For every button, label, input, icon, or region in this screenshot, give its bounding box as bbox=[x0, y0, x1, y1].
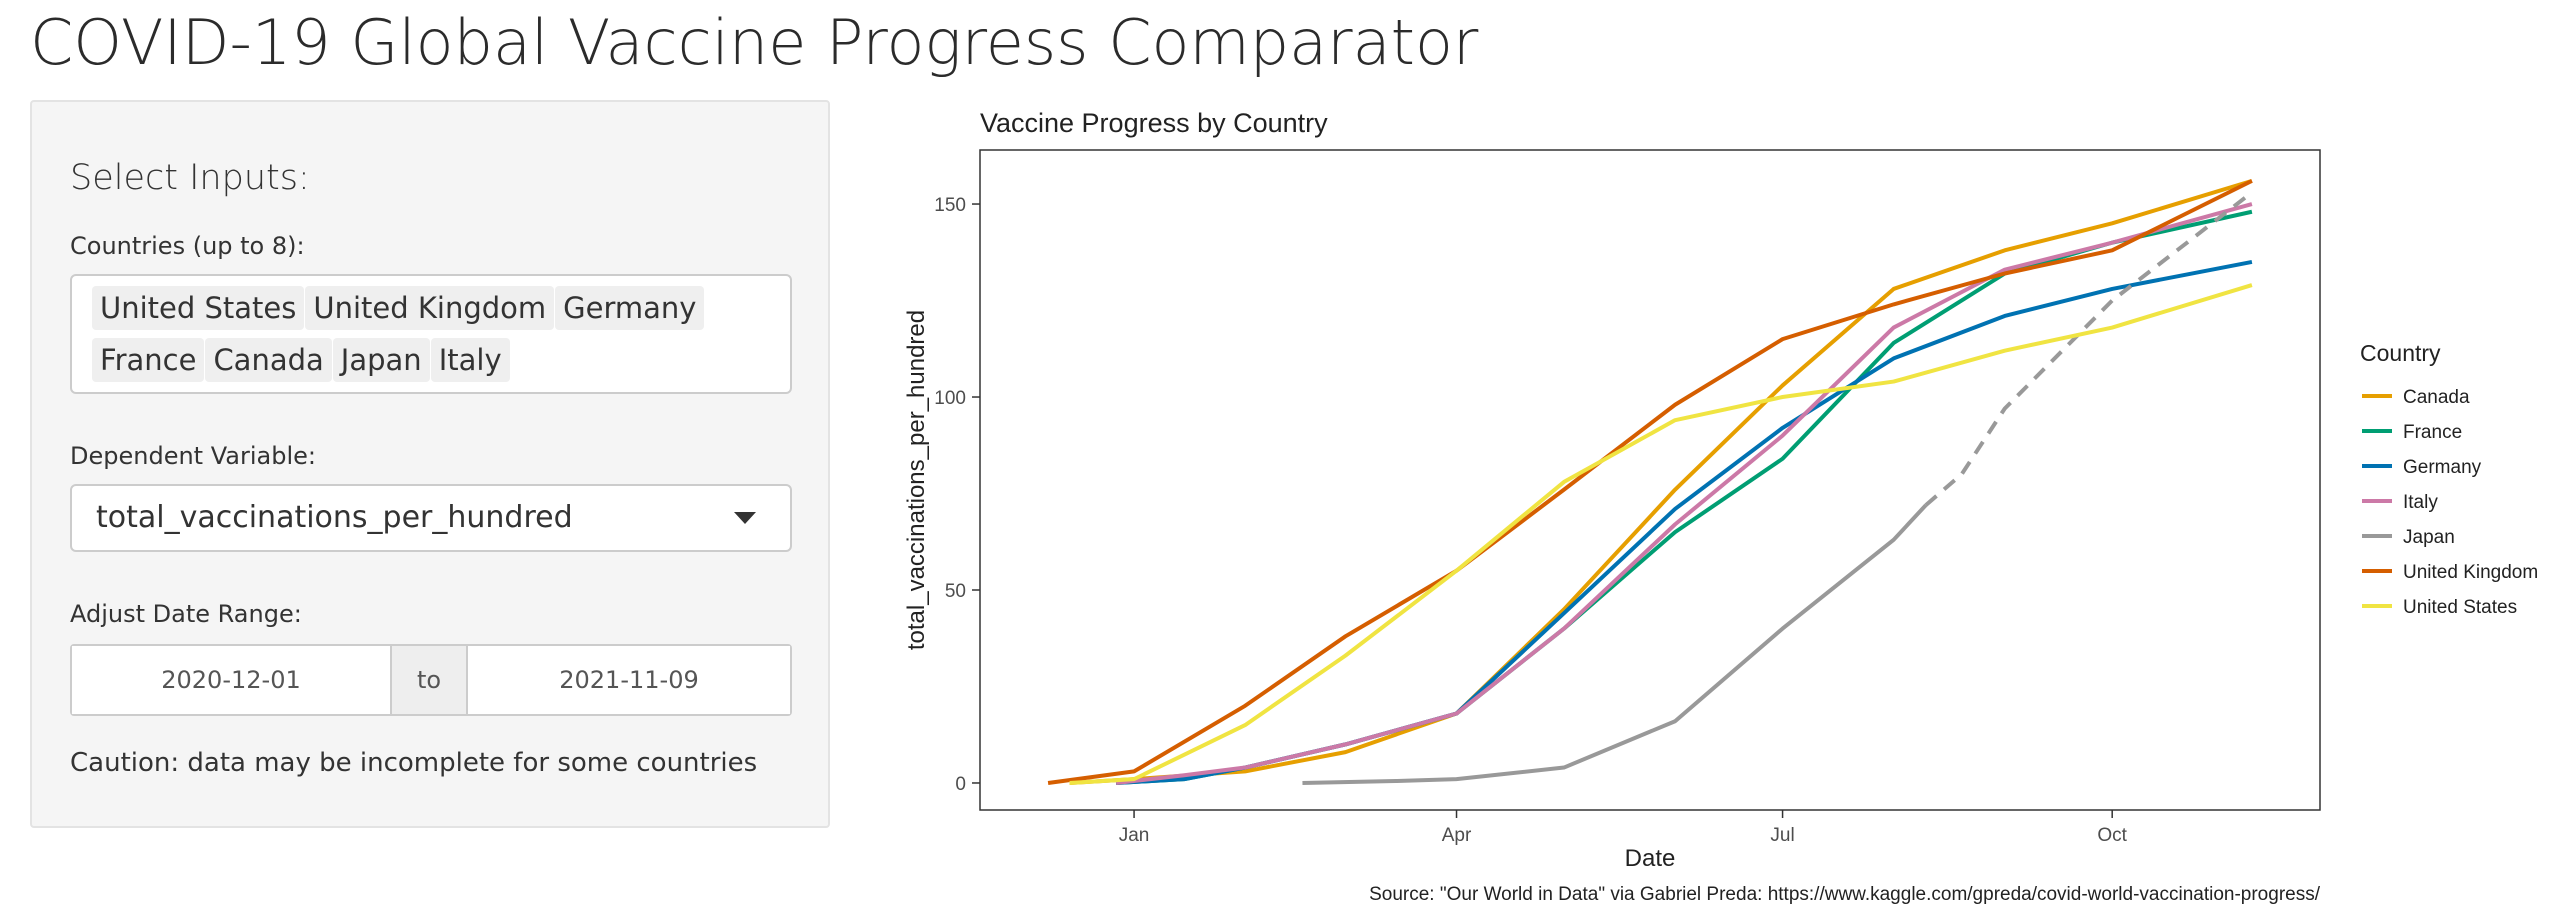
series-line-japan-dashed bbox=[1924, 190, 2254, 507]
legend-title: Country bbox=[2360, 340, 2441, 366]
dependent-variable-label: Dependent Variable: bbox=[70, 442, 316, 470]
countries-chips: United States United Kingdom Germany France… bbox=[92, 286, 772, 390]
date-end-input[interactable]: 2021-11-09 bbox=[468, 646, 790, 714]
dependent-variable-select[interactable]: total_vaccinations_per_hundred bbox=[70, 484, 792, 552]
x-tick-label: Jul bbox=[1770, 825, 1794, 846]
y-axis: 0 50 100 150 bbox=[934, 195, 980, 795]
legend-entry: France bbox=[2403, 422, 2462, 443]
legend-entry: United States bbox=[2403, 597, 2517, 618]
legend-entry: Canada bbox=[2403, 387, 2470, 408]
inputs-panel: Select Inputs: Countries (up to 8): Unit… bbox=[30, 100, 830, 828]
plot-panel bbox=[979, 149, 2321, 811]
series-line-united-states bbox=[1069, 283, 2253, 785]
inputs-heading: Select Inputs: bbox=[70, 158, 310, 198]
date-start-input[interactable]: 2020-12-01 bbox=[72, 646, 390, 714]
legend-entry: United Kingdom bbox=[2403, 562, 2538, 583]
y-tick-label: 150 bbox=[934, 195, 966, 216]
series-line-canada bbox=[1069, 178, 2253, 785]
y-tick-label: 50 bbox=[945, 581, 966, 602]
legend-entry: Japan bbox=[2403, 527, 2455, 548]
country-chip[interactable]: Japan bbox=[332, 338, 430, 382]
x-tick-label: Apr bbox=[1442, 825, 1472, 846]
caret-down-icon bbox=[734, 512, 756, 524]
date-range-input: 2020-12-01 to 2021-11-09 bbox=[70, 644, 792, 716]
y-tick-label: 0 bbox=[955, 774, 966, 795]
countries-multiselect[interactable]: United States United Kingdom Germany France… bbox=[70, 274, 792, 394]
country-chip[interactable]: United States bbox=[92, 286, 305, 330]
source-caption: Source: "Our World in Data" via Gabriel … bbox=[1369, 884, 2321, 905]
y-axis-label: total_vaccinations_per_hundred bbox=[903, 310, 930, 650]
x-axis: Jan Apr Jul Oct bbox=[1119, 810, 2128, 846]
x-tick-label: Jan bbox=[1119, 825, 1150, 846]
country-chip[interactable]: Canada bbox=[205, 338, 332, 382]
country-chip[interactable]: Italy bbox=[430, 338, 510, 382]
country-chip[interactable]: Germany bbox=[555, 286, 705, 330]
date-range-label: Adjust Date Range: bbox=[70, 600, 302, 628]
series-line-japan bbox=[1302, 503, 1928, 785]
country-chip[interactable]: France bbox=[92, 338, 205, 382]
legend-entry: Germany bbox=[2403, 457, 2482, 478]
y-tick-label: 100 bbox=[934, 388, 966, 409]
countries-label: Countries (up to 8): bbox=[70, 232, 305, 260]
page-title: COVID-19 Global Vaccine Progress Compara… bbox=[30, 6, 1479, 79]
vaccine-progress-chart: Vaccine Progress by Country 0 50 100 150 Ja… bbox=[903, 108, 2538, 905]
series-line-italy bbox=[1115, 202, 2253, 785]
date-range-separator: to bbox=[390, 646, 468, 714]
chart-title: Vaccine Progress by Country bbox=[980, 108, 1328, 138]
country-chip[interactable]: United Kingdom bbox=[305, 286, 555, 330]
series-line-germany bbox=[1116, 259, 2253, 785]
x-axis-label: Date bbox=[1625, 845, 1676, 872]
caution-text: Caution: data may be incomplete for some… bbox=[70, 748, 758, 778]
series-lines bbox=[1047, 178, 2254, 785]
legend: Country Canada France Germany Italy Japan Uni… bbox=[2360, 340, 2538, 618]
legend-entry: Italy bbox=[2403, 492, 2438, 513]
dependent-variable-value: total_vaccinations_per_hundred bbox=[96, 500, 573, 535]
series-line-united-kingdom bbox=[1047, 179, 2253, 785]
x-tick-label: Oct bbox=[2097, 825, 2127, 846]
